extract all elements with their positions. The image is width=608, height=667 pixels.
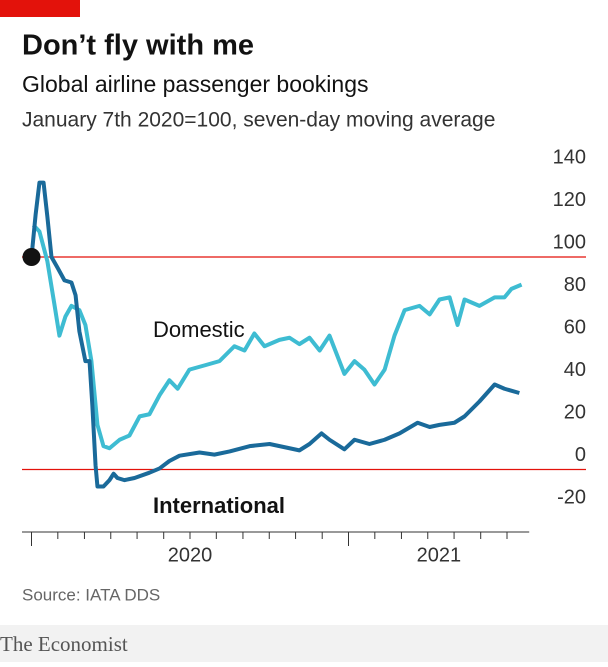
start-dot [22,248,41,266]
y-tick-label: -20 [557,486,586,508]
y-tick-label: 20 [564,401,586,423]
brand: The Economist [0,632,128,656]
y-tick-label: 100 [553,231,586,253]
x-tick-label: 2020 [168,544,213,566]
y-tick-label: 60 [564,316,586,338]
y-tick-label: 40 [564,359,586,381]
y-tick-label: 80 [564,274,586,296]
footer [0,625,608,662]
red-tab [0,0,80,17]
chart-subtitle: Global airline passenger bookings [22,71,369,97]
y-tick-label: 0 [575,444,586,466]
series-line [29,180,520,489]
y-tick-label: 140 [553,146,586,168]
source: Source: IATA DDS [22,585,160,604]
chart-note: January 7th 2020=100, seven-day moving a… [22,109,495,132]
chart-title: Don’t fly with me [22,30,254,62]
series-line [31,223,523,451]
series-label: Domestic [153,317,245,342]
x-tick-label: 2021 [417,544,462,566]
y-tick-label: 120 [553,189,586,211]
series-label: International [153,493,285,518]
